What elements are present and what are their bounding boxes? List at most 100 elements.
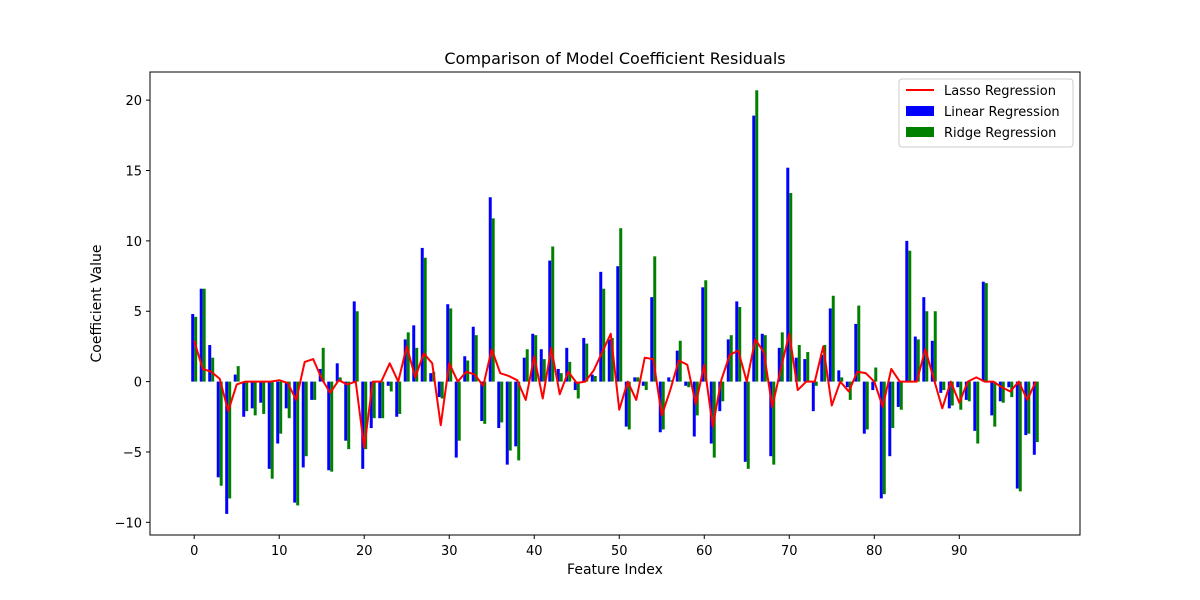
linear-regression-bar [361, 381, 365, 469]
linear-regression-bar [854, 323, 858, 382]
linear-regression-bar [743, 381, 747, 462]
ridge-regression-bar [389, 381, 393, 392]
legend-box [898, 78, 1074, 148]
linear-regression-bar [650, 297, 654, 382]
linear-regression-bar [786, 167, 790, 382]
ridge-regression-bar [270, 381, 274, 479]
ridge-regression-bar [627, 381, 631, 430]
ridge-regression-bar [602, 288, 606, 382]
ridge-regression-bar [296, 381, 300, 506]
ridge-regression-bar [721, 381, 725, 402]
ridge-regression-bar [228, 381, 232, 499]
ridge-regression-bar [916, 339, 920, 382]
x-tick-label: 40 [526, 544, 543, 559]
y-tick-label: −5 [123, 446, 142, 461]
linear-regression-bar [225, 381, 229, 514]
linear-regression-bar [488, 197, 492, 382]
ridge-regression-bar [211, 357, 215, 382]
ridge-regression-bar [687, 381, 691, 388]
linear-regression-bar [395, 381, 399, 417]
y-tick-label: 15 [125, 165, 142, 180]
linear-regression-bar [752, 115, 756, 382]
linear-regression-bar [939, 381, 943, 393]
y-tick-label: 10 [125, 235, 142, 250]
linear-regression-bar [565, 347, 569, 382]
linear-regression-bar [208, 345, 212, 382]
linear-regression-bar [573, 381, 577, 391]
ridge-regression-bar [534, 335, 538, 382]
ridge-regression-bar [644, 381, 648, 391]
ridge-regression-bar [364, 381, 368, 450]
linear-regression-bar [403, 339, 407, 382]
linear-regression-bar [820, 354, 824, 382]
ridge-regression-bar [738, 307, 742, 382]
linear-regression-bar [420, 247, 424, 382]
ridge-regression-bar [338, 377, 342, 382]
ridge-regression-bar [772, 381, 776, 465]
linear-regression-bar [701, 287, 705, 382]
ridge-regression-bar [1027, 381, 1031, 434]
ridge-regression-bar [976, 381, 980, 444]
linear-regression-bar [590, 374, 594, 382]
linear-regression-bar [684, 381, 688, 386]
ridge-regression-bar [517, 381, 521, 461]
linear-regression-bar [769, 381, 773, 457]
ridge-regression-bar [483, 381, 487, 424]
linear-regression-bar [352, 301, 356, 382]
linear-regression-bar [582, 337, 586, 382]
ridge-regression-bar [330, 381, 334, 472]
plot-area [191, 90, 1039, 514]
linear-regression-bar [233, 374, 237, 382]
ridge-regression-bar [865, 381, 869, 430]
linear-regression-bar [718, 381, 722, 412]
ridge-regression-bar [670, 380, 674, 382]
axes-frame [149, 71, 1081, 536]
ridge-regression-bar [449, 308, 453, 382]
linear-regression-bar [845, 381, 849, 388]
linear-regression-bar [259, 381, 263, 403]
linear-regression-bar [369, 381, 373, 429]
linear-regression-bar [607, 339, 611, 382]
x-tick-label: 20 [356, 544, 373, 559]
linear-regression-bar [437, 381, 441, 398]
linear-regression-bar [956, 381, 960, 388]
ridge-regression-legend-swatch [906, 127, 934, 137]
ridge-regression-bar [347, 381, 351, 450]
linear-regression-bar [344, 381, 348, 441]
ridge-regression-bar [993, 381, 997, 427]
linear-regression-bar [216, 381, 220, 478]
linear-regression-bar [242, 381, 246, 417]
linear-regression-bar [633, 377, 637, 382]
linear-regression-bar [293, 381, 297, 503]
y-tick-label: 5 [134, 305, 142, 320]
ridge-regression-bar [891, 381, 895, 429]
linear-regression-bar [777, 347, 781, 382]
legend: Lasso Regression Linear Regression Ridge R… [898, 78, 1074, 148]
ridge-regression-bar [568, 361, 572, 382]
ridge-regression-bar [381, 381, 385, 419]
ridge-regression-bar [372, 381, 376, 419]
x-tick-label: 90 [951, 544, 968, 559]
ridge-regression-bar [959, 381, 963, 410]
ridge-regression-bar [653, 256, 657, 382]
ridge-regression-bar [279, 381, 283, 434]
linear-regression-bar [429, 373, 433, 382]
ridge-regression-bar [500, 381, 504, 423]
ridge-regression-bar [984, 283, 988, 382]
ridge-regression-bar [729, 335, 733, 382]
linear-regression-bar [837, 370, 841, 382]
ridge-regression-bar [882, 381, 886, 495]
ridge-regression-bar [440, 381, 444, 399]
ridge-regression-bar [636, 377, 640, 382]
x-tick-label: 60 [696, 544, 713, 559]
linear-regression-bar [514, 381, 518, 447]
linear-regression-bar [905, 240, 909, 382]
linear-regression-bar [327, 381, 331, 471]
linear-regression-bar [1024, 381, 1028, 436]
ridge-regression-bar [755, 90, 759, 382]
linear-regression-bar [1032, 381, 1036, 455]
ridge-regression-bar [933, 311, 937, 382]
ridge-regression-bar [542, 359, 546, 382]
linear-regression-bar [862, 381, 866, 434]
ridge-regression-bar [746, 381, 750, 469]
